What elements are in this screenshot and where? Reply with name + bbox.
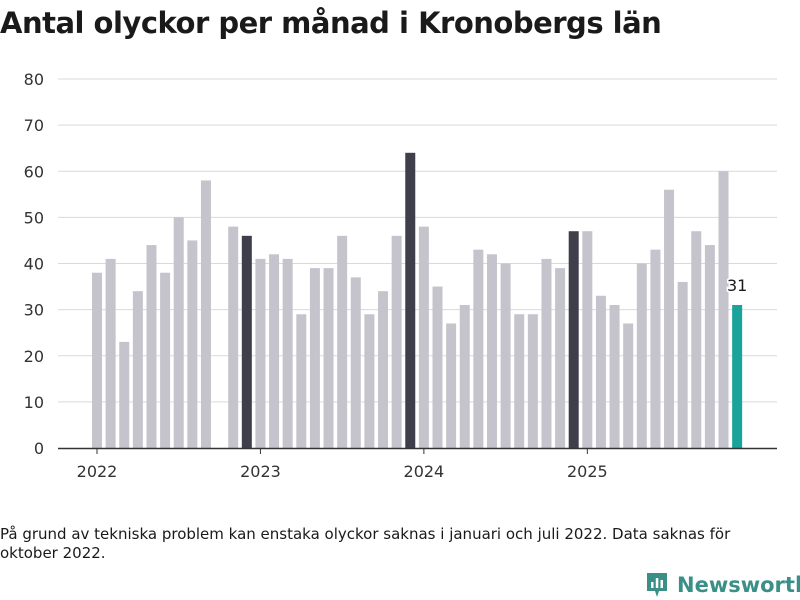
bar-2023-03 bbox=[282, 258, 293, 448]
brand-logo[interactable]: Newsworthy bbox=[645, 570, 800, 600]
bar-2024-08 bbox=[514, 314, 525, 448]
bar-2022-09 bbox=[200, 180, 211, 448]
bar-2024-10 bbox=[541, 258, 552, 448]
bar-2022-02 bbox=[105, 258, 116, 448]
x-tick-label: 2024 bbox=[404, 462, 445, 481]
bar-2023-08 bbox=[350, 277, 361, 448]
bar-2023-05 bbox=[309, 268, 320, 448]
bar-2023-02 bbox=[269, 254, 280, 448]
bar-2024-09 bbox=[527, 314, 538, 448]
x-tick-label: 2023 bbox=[240, 462, 281, 481]
data-label-latest: 31 bbox=[727, 276, 747, 295]
bar-2024-12 bbox=[568, 231, 579, 448]
y-tick-label: 10 bbox=[24, 393, 44, 412]
y-tick-label: 80 bbox=[24, 70, 44, 89]
y-tick-label: 50 bbox=[24, 208, 44, 227]
bar-2025-08 bbox=[677, 281, 688, 448]
bar-2022-06 bbox=[160, 272, 171, 448]
x-axis: 2022 2023 2024 2025 bbox=[58, 447, 777, 481]
bar-2025-03 bbox=[609, 305, 620, 448]
y-axis-labels: 0 10 20 30 40 50 60 70 80 bbox=[24, 70, 44, 458]
bar-2024-06 bbox=[486, 254, 497, 448]
bar-2024-02 bbox=[432, 286, 443, 448]
brand-name: Newsworthy bbox=[677, 573, 800, 597]
footnote: På grund av tekniska problem kan enstaka… bbox=[0, 525, 731, 562]
bar-2025-10 bbox=[704, 245, 715, 448]
chart-title: Antal olyckor per månad i Kronobergs län bbox=[0, 6, 662, 40]
bar-2023-01 bbox=[255, 258, 266, 448]
y-tick-label: 0 bbox=[34, 439, 44, 458]
bar-2024-03 bbox=[446, 323, 457, 448]
bar-2025-05 bbox=[636, 263, 647, 448]
bar-2022-05 bbox=[146, 245, 157, 448]
bar-2025-04 bbox=[623, 323, 634, 448]
y-tick-label: 20 bbox=[24, 347, 44, 366]
bar-2023-06 bbox=[323, 268, 334, 448]
bar-2025-09 bbox=[691, 231, 702, 448]
bar-2025-07 bbox=[664, 189, 675, 448]
bar-2024-01 bbox=[418, 226, 429, 448]
y-tick-label: 30 bbox=[24, 301, 44, 320]
bar-2023-12 bbox=[405, 152, 416, 449]
bar-2024-05 bbox=[473, 249, 484, 448]
bar-2022-01 bbox=[92, 272, 102, 448]
y-tick-label: 40 bbox=[24, 255, 44, 274]
bar-2022-04 bbox=[132, 291, 143, 448]
bar-2024-07 bbox=[500, 263, 511, 448]
bar-2023-04 bbox=[296, 314, 307, 448]
bar-2025-11 bbox=[718, 171, 729, 448]
x-tick-label: 2025 bbox=[567, 462, 608, 481]
bar-2022-07 bbox=[173, 217, 184, 448]
bar-2025-12 bbox=[732, 305, 743, 448]
bar-2025-01 bbox=[582, 231, 593, 448]
bar-2022-11 bbox=[228, 226, 239, 448]
bar-2023-11 bbox=[391, 235, 402, 448]
x-tick-label: 2022 bbox=[77, 462, 118, 481]
y-tick-label: 60 bbox=[24, 162, 44, 181]
y-tick-label: 70 bbox=[24, 116, 44, 135]
bar-2023-07 bbox=[337, 235, 348, 448]
bar-2024-11 bbox=[555, 268, 566, 448]
bar-2022-12 bbox=[241, 235, 252, 448]
bar-2025-02 bbox=[595, 295, 606, 448]
bar-2023-09 bbox=[364, 314, 375, 448]
bar-2022-08 bbox=[187, 240, 198, 448]
bar-2025-06 bbox=[650, 249, 661, 448]
bars bbox=[92, 152, 743, 449]
bar-2023-10 bbox=[378, 291, 389, 448]
bar-2024-04 bbox=[459, 305, 470, 448]
annotations: 31 bbox=[725, 275, 748, 297]
bar-2022-03 bbox=[119, 341, 130, 448]
newsworthy-logo-icon bbox=[647, 573, 667, 597]
